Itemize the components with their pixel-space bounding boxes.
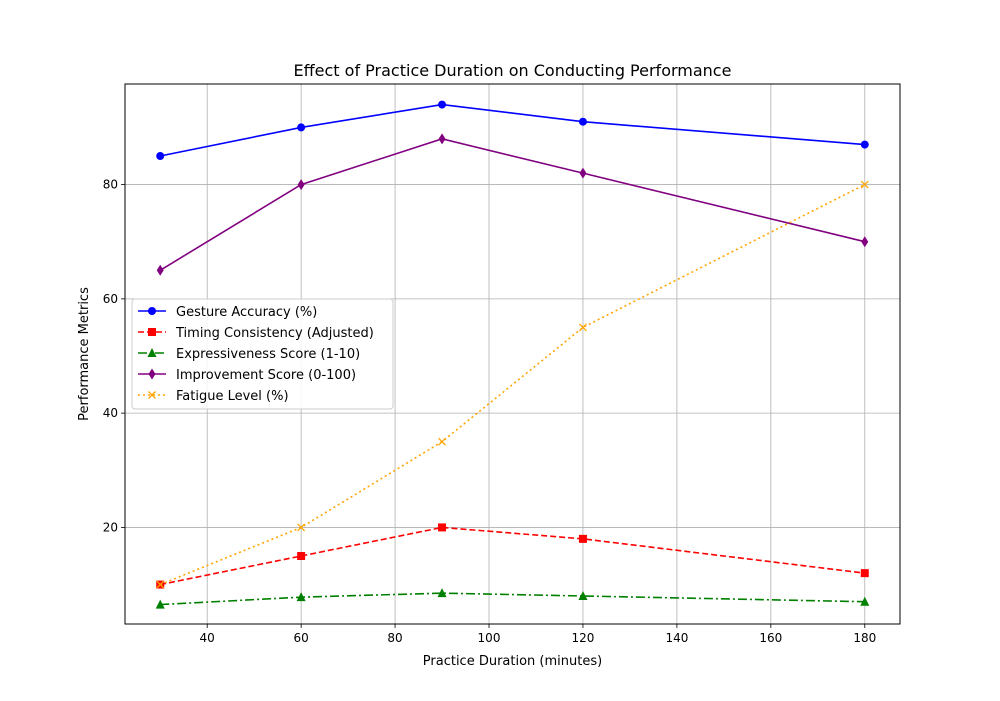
data-point — [579, 167, 587, 179]
legend-label: Timing Consistency (Adjusted) — [175, 326, 374, 341]
legend-label: Fatigue Level (%) — [176, 389, 289, 404]
data-point — [578, 323, 587, 332]
series-line — [160, 526, 865, 586]
data-point — [297, 123, 306, 132]
data-point — [860, 140, 869, 149]
x-tick-label: 40 — [200, 631, 215, 645]
data-point — [578, 591, 588, 600]
data-point — [156, 580, 165, 589]
data-point — [437, 588, 447, 598]
x-tick-label: 140 — [665, 631, 688, 645]
data-point — [296, 592, 306, 602]
series — [156, 180, 869, 589]
x-tick-label: 80 — [387, 631, 402, 645]
plot-frame — [124, 83, 901, 625]
data-point — [860, 569, 869, 578]
x-tick-label: 60 — [293, 631, 308, 645]
data-point — [156, 152, 165, 160]
x-tick-label: 160 — [759, 631, 782, 645]
data-point — [438, 100, 447, 109]
legend-label: Expressiveness Score (1-10) — [176, 347, 360, 362]
series — [155, 588, 870, 609]
series-line — [159, 138, 865, 271]
legend-marker — [148, 328, 156, 336]
data-point — [156, 264, 164, 276]
legend-marker — [148, 391, 156, 399]
legend-marker — [147, 348, 157, 357]
legend-marker — [148, 368, 156, 380]
legend: Gesture Accuracy (%) Timing Consistency (… — [131, 298, 394, 410]
chart-title: Effect of Practice Duration on Conductin… — [294, 61, 732, 80]
data-point — [438, 133, 446, 145]
x-tick-label: 100 — [478, 631, 501, 645]
series — [156, 133, 869, 276]
series-line — [160, 103, 865, 157]
y-tick-label: 80 — [103, 178, 118, 192]
y-tick-label: 60 — [103, 292, 118, 306]
data-point — [438, 523, 447, 532]
series-line — [160, 592, 865, 606]
data-point — [578, 117, 587, 126]
y-tick-label: 40 — [103, 406, 118, 420]
data-point — [297, 179, 305, 191]
data-point — [860, 596, 870, 606]
data-point — [155, 599, 165, 609]
legend-label: Improvement Score (0-100) — [176, 368, 356, 383]
data-point — [438, 437, 447, 446]
series-layer — [155, 100, 870, 609]
y-axis: 20 40 60 80 — [103, 178, 125, 534]
x-axis-label: Practice Duration (minutes) — [423, 654, 602, 669]
x-tick-label: 180 — [853, 631, 876, 645]
legend-marker — [148, 307, 156, 315]
legend-label: Gesture Accuracy (%) — [176, 305, 317, 320]
y-tick-label: 20 — [103, 520, 118, 534]
data-point — [860, 180, 869, 189]
y-axis-label: Performance Metrics — [77, 287, 92, 421]
x-axis: 40 60 80 100 120 140 160 180 — [200, 624, 876, 645]
legend-box — [131, 298, 394, 410]
data-point — [297, 552, 306, 560]
x-tick-label: 120 — [572, 631, 595, 645]
series — [156, 100, 869, 160]
series — [156, 523, 869, 589]
data-point — [578, 534, 587, 543]
data-point — [861, 236, 869, 248]
data-point — [297, 523, 306, 532]
